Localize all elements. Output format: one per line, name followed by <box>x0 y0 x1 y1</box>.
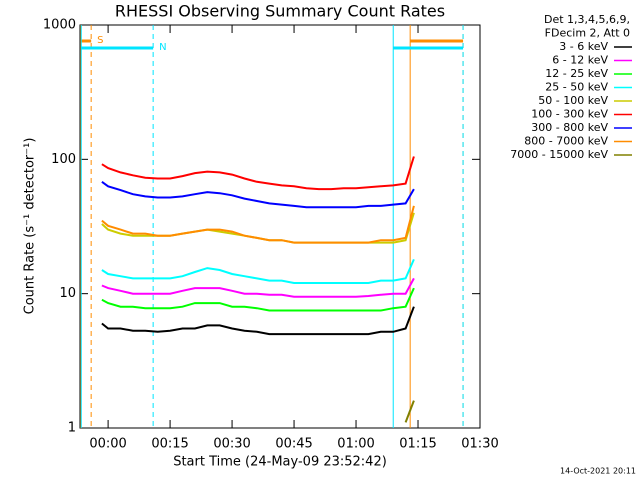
series-line <box>101 156 415 191</box>
legend-header: FDecim 2, Att 0 <box>545 27 630 40</box>
series-line <box>404 400 415 423</box>
x-tick-label: 00:00 <box>89 437 126 452</box>
legend-label: 800 - 7000 keV <box>524 135 608 148</box>
x-tick-label: 00:15 <box>151 437 188 452</box>
y-tick-label: 1000 <box>43 18 76 33</box>
series-line <box>101 287 415 312</box>
legend-label: 50 - 100 keV <box>538 94 608 107</box>
x-axis-label: Start Time (24-May-09 23:52:42) <box>173 455 387 470</box>
x-tick-label: 01:15 <box>399 437 436 452</box>
legend-label: 7000 - 15000 keV <box>510 148 608 161</box>
series-line <box>101 306 415 336</box>
legend-label: 25 - 50 keV <box>545 81 608 94</box>
y-tick-label: 10 <box>59 286 76 301</box>
legend-label: 300 - 800 keV <box>531 121 608 134</box>
x-tick-label: 00:45 <box>275 437 312 452</box>
chart-title: RHESSI Observing Summary Count Rates <box>115 2 445 21</box>
legend-header: Det 1,3,4,5,6,9, <box>544 13 630 26</box>
legend-label: 12 - 25 keV <box>545 67 608 80</box>
flag-label: N <box>159 42 166 53</box>
y-tick-label: 100 <box>51 152 76 167</box>
x-tick-label: 01:30 <box>461 437 498 452</box>
legend-label: 6 - 12 keV <box>552 54 608 67</box>
legend-label: 100 - 300 keV <box>531 108 608 121</box>
series-line <box>101 277 415 298</box>
series-line <box>101 180 415 209</box>
legend-label: 3 - 6 keV <box>559 40 608 53</box>
y-axis-label: Count Rate (s⁻¹ detector⁻¹) <box>23 138 38 315</box>
series-line <box>101 258 415 284</box>
x-tick-label: 01:00 <box>337 437 374 452</box>
plot-frame <box>79 24 481 429</box>
flag-label: S <box>97 35 103 46</box>
series-line <box>101 205 415 244</box>
y-tick-label: 1 <box>68 421 76 436</box>
footer: 14-Oct-2021 20:11 <box>560 467 636 476</box>
x-tick-label: 00:30 <box>213 437 250 452</box>
